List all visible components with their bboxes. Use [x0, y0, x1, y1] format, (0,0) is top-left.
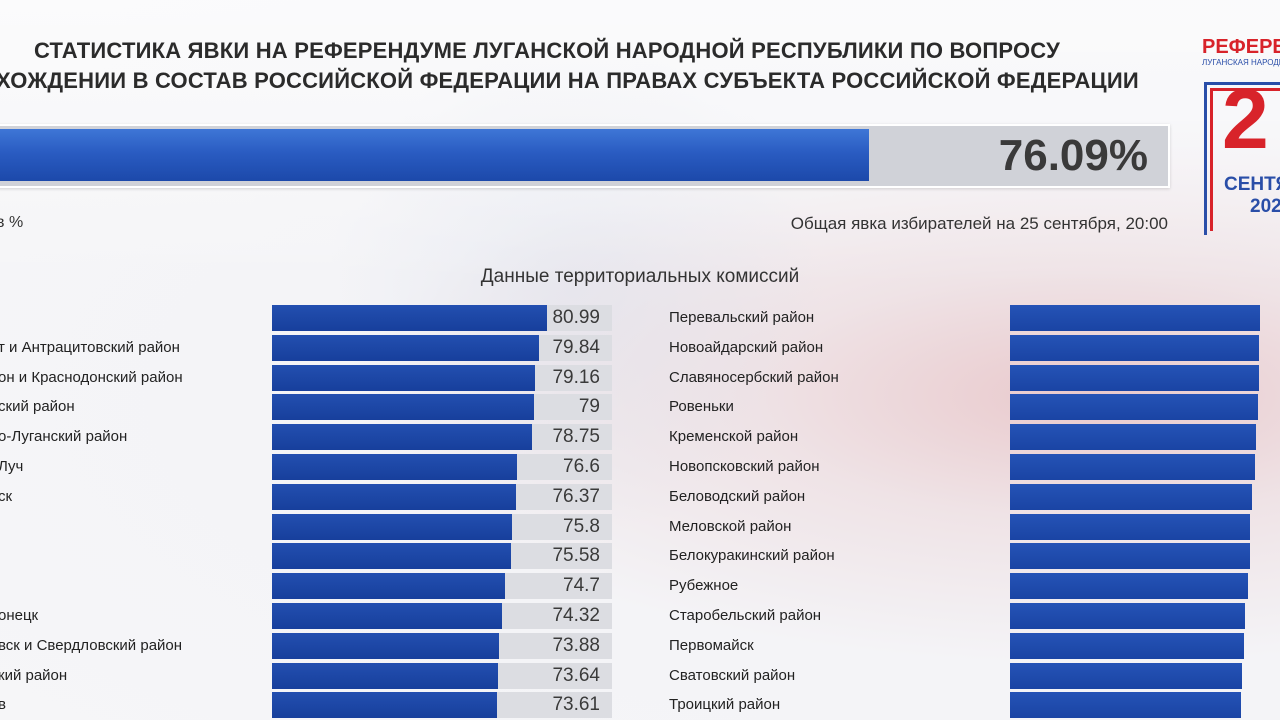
- left-bar: [272, 514, 512, 540]
- left-bar-track: 76.6: [272, 454, 612, 480]
- left-bar-track: 79.16: [272, 365, 612, 391]
- left-bar-value: 75.8: [563, 516, 600, 537]
- left-bar: [272, 454, 517, 480]
- right-bar: [1010, 573, 1248, 599]
- right-category-label: Белокуракинский район: [669, 547, 835, 564]
- right-bar: [1010, 424, 1256, 450]
- left-bar-value: 80.99: [552, 307, 600, 328]
- right-category-label: Рубежное: [669, 577, 739, 594]
- left-bar: [272, 633, 499, 659]
- referendum-logo: РЕФЕРЕ ЛУГАНСКАЯ НАРОДН 2 СЕНТЯ 202: [1200, 30, 1280, 240]
- left-bar-value: 79: [578, 396, 600, 417]
- left-bar: [272, 424, 532, 450]
- right-category-label: Перевальский район: [669, 309, 815, 326]
- left-bar: [272, 543, 511, 569]
- left-bar-value: 76.37: [552, 486, 600, 507]
- right-category-label: Старобельский район: [669, 607, 822, 624]
- right-bar: [1010, 335, 1259, 361]
- left-category-label: ский район: [0, 398, 75, 415]
- chart-title: Данные территориальных комиссий: [480, 266, 800, 287]
- right-bar: [1010, 663, 1242, 689]
- right-bar: [1010, 633, 1244, 659]
- left-bar-value: 76.6: [563, 456, 600, 477]
- left-bar-track: 73.61: [272, 692, 612, 718]
- left-bar-value: 79.16: [552, 367, 600, 388]
- left-category-label: вск и Свердловский район: [0, 637, 183, 654]
- right-category-label: Меловской район: [669, 518, 792, 535]
- left-bar-value: 73.61: [552, 694, 600, 715]
- left-bar: [272, 603, 502, 629]
- logo-frame-blue: [1204, 82, 1280, 235]
- right-category-label: Новоайдарский район: [669, 339, 824, 356]
- right-bar: [1010, 454, 1255, 480]
- total-turnout-value: 76.09%: [998, 131, 1148, 180]
- left-bar-value: 78.75: [552, 426, 600, 447]
- left-category-label: ск: [0, 488, 13, 505]
- left-bar-value: 73.64: [552, 665, 600, 686]
- left-bar: [272, 335, 539, 361]
- right-bar: [1010, 603, 1245, 629]
- left-bar-track: 75.58: [272, 543, 612, 569]
- right-category-label: Ровеньки: [669, 398, 734, 415]
- left-category-label: он и Краснодонский район: [0, 369, 183, 386]
- left-category-label: кий район: [0, 667, 68, 684]
- total-turnout-fill: [0, 129, 869, 181]
- title-line-2: ХОЖДЕНИИ В СОСТАВ РОССИЙСКОЙ ФЕДЕРАЦИИ Н…: [0, 68, 1139, 93]
- right-bar: [1010, 394, 1258, 420]
- logo-year: 202: [1250, 196, 1280, 217]
- right-bar: [1010, 692, 1241, 718]
- left-category-label: в: [0, 696, 6, 713]
- left-bar-track: 79: [272, 394, 612, 420]
- left-bar-value: 79.84: [552, 337, 600, 358]
- left-bar: [272, 365, 535, 391]
- right-bar: [1010, 305, 1260, 331]
- left-bar: [272, 692, 497, 718]
- left-bar-value: 74.7: [563, 575, 600, 596]
- right-category-label: Беловодский район: [669, 488, 806, 505]
- unit-note: в %: [0, 214, 24, 231]
- right-category-label: Славяносербский район: [669, 369, 839, 386]
- general-turnout-label: Общая явка избирателей на 25 сентября, 2…: [790, 214, 1168, 233]
- left-category-label: Луч: [0, 458, 24, 475]
- left-bar: [272, 484, 516, 510]
- right-category-label: Сватовский район: [669, 667, 796, 684]
- left-bar: [272, 305, 547, 331]
- left-bar-track: 75.8: [272, 514, 612, 540]
- right-bar: [1010, 484, 1252, 510]
- left-bar: [272, 394, 534, 420]
- logo-subtext: ЛУГАНСКАЯ НАРОДН: [1202, 58, 1280, 67]
- right-category-label: Троицкий район: [669, 696, 781, 713]
- logo-month: СЕНТЯ: [1224, 174, 1280, 195]
- left-bar-track: 74.7: [272, 573, 612, 599]
- left-category-label: онецк: [0, 607, 39, 624]
- left-bar-track: 79.84: [272, 335, 612, 361]
- left-bar-track: 78.75: [272, 424, 612, 450]
- right-bar: [1010, 543, 1250, 569]
- logo-number: 2: [1222, 72, 1269, 166]
- right-bar: [1010, 365, 1259, 391]
- right-category-label: Новопсковский район: [669, 458, 820, 475]
- logo-word: РЕФЕРЕ: [1202, 36, 1280, 58]
- left-bar-track: 76.37: [272, 484, 612, 510]
- right-category-label: Первомайск: [669, 637, 754, 654]
- left-bar-value: 73.88: [552, 635, 600, 656]
- left-bar-track: 80.99: [272, 305, 612, 331]
- right-category-label: Кременской район: [669, 428, 799, 445]
- left-bar-track: 73.64: [272, 663, 612, 689]
- left-bar-value: 75.58: [552, 545, 600, 566]
- left-category-label: т и Антрацитовский район: [0, 339, 180, 356]
- total-turnout-bar: 76.09%: [0, 124, 1170, 188]
- left-bar: [272, 663, 498, 689]
- right-bar: [1010, 514, 1250, 540]
- title-line-1: СТАТИСТИКА ЯВКИ НА РЕФЕРЕНДУМЕ ЛУГАНСКОЙ…: [34, 38, 1060, 63]
- left-category-label: о-Луганский район: [0, 428, 128, 445]
- logo-frame-red: [1210, 88, 1280, 231]
- left-bar-track: 73.88: [272, 633, 612, 659]
- left-bar: [272, 573, 505, 599]
- left-bar-value: 74.32: [552, 605, 600, 626]
- left-bar-track: 74.32: [272, 603, 612, 629]
